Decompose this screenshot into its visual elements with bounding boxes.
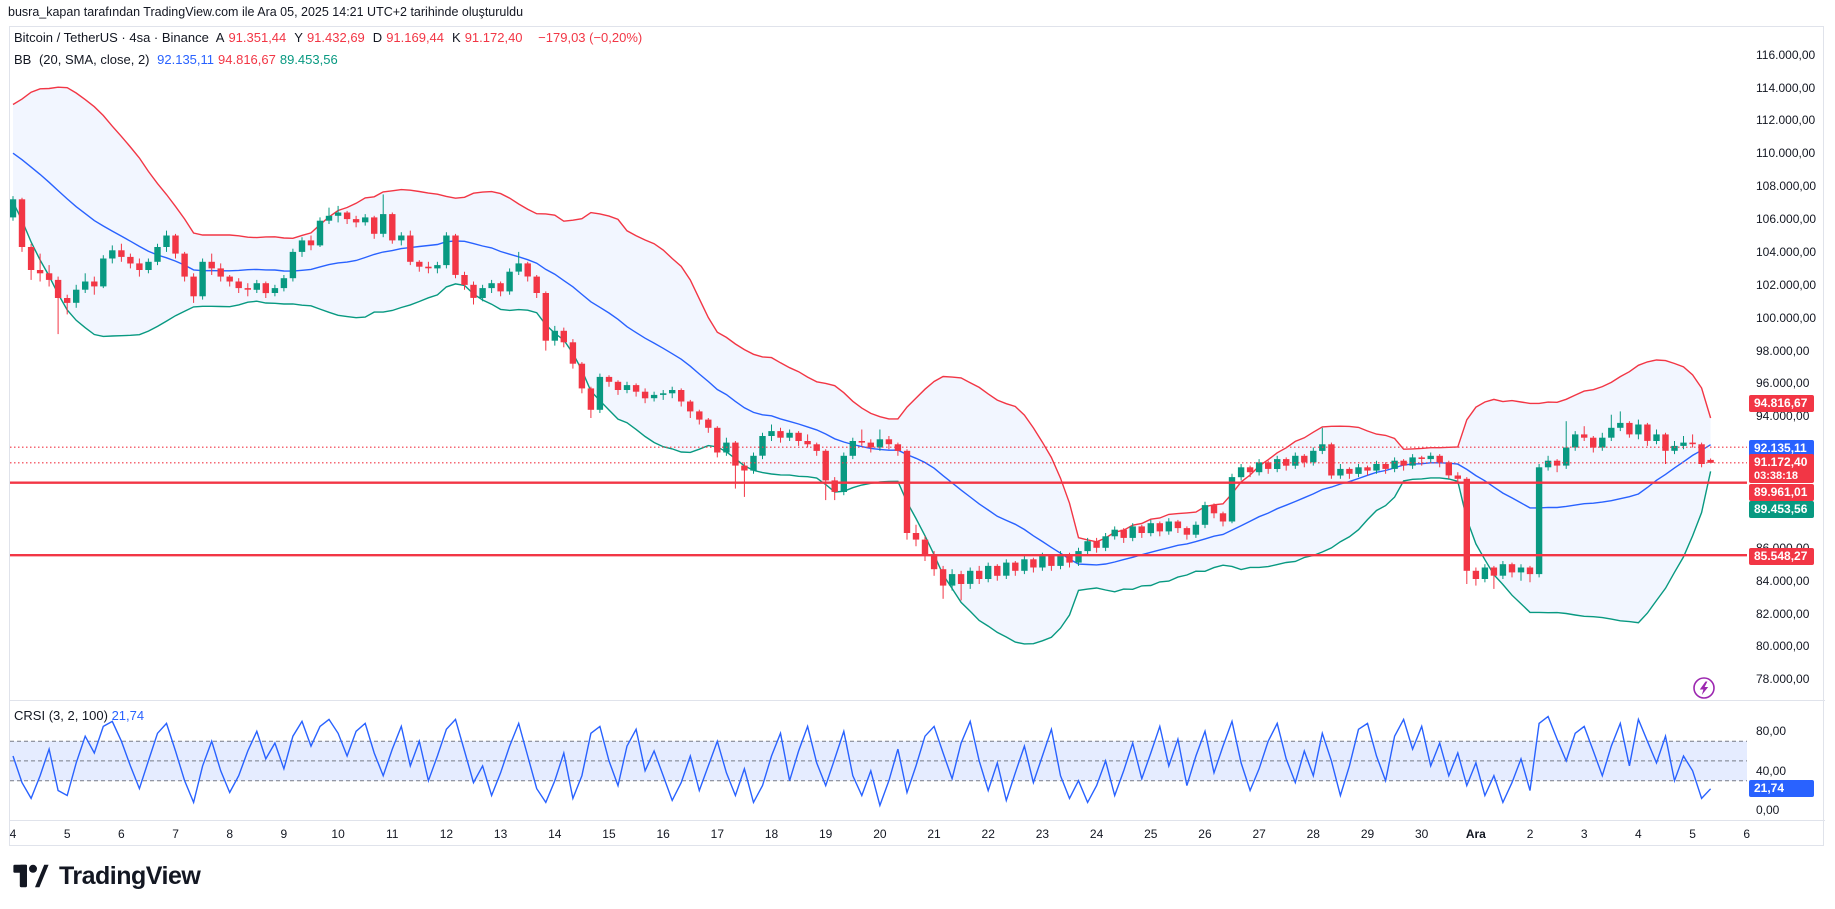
price-tick: 110.000,00 xyxy=(1756,146,1816,161)
price-tick: 94.000,00 xyxy=(1756,409,1810,424)
time-tick: 5 xyxy=(63,827,71,841)
time-tick: 3 xyxy=(1580,827,1588,841)
ohlc-item: K 91.172,40 xyxy=(452,30,523,45)
time-tick: 23 xyxy=(1035,827,1050,841)
crsi-tick: 40,00 xyxy=(1756,763,1787,778)
time-tick: 4 xyxy=(9,827,17,841)
ohlc-item: D 91.169,44 xyxy=(372,30,445,45)
time-tick: 15 xyxy=(602,827,616,841)
price-tick: 80.000,00 xyxy=(1756,639,1810,654)
price-badge[interactable]: 89.961,01 xyxy=(1749,483,1814,501)
time-tick: 13 xyxy=(493,827,508,841)
symbol-legend[interactable]: Bitcoin / TetherUS · 4sa · Binance A 91.3… xyxy=(14,30,646,45)
pane-separator[interactable] xyxy=(9,700,1825,701)
crsi-tick: 0,00 xyxy=(1756,803,1780,818)
price-tick: 116.000,00 xyxy=(1756,47,1816,62)
ohlc-item: A 91.351,44 xyxy=(215,30,287,45)
change-value: −179,03 (−0,20%) xyxy=(538,30,643,45)
bb-params: (20, SMA, close, 2) xyxy=(38,52,150,67)
time-tick: 20 xyxy=(873,827,887,841)
price-tick: 108.000,00 xyxy=(1756,179,1817,194)
time-tick: 2 xyxy=(1526,827,1534,841)
bb-value: 92.135,11 xyxy=(157,52,215,67)
bb-value: 89.453,56 xyxy=(279,52,338,67)
price-tick: 100.000,00 xyxy=(1756,310,1817,325)
time-tick: 6 xyxy=(118,827,125,841)
time-tick: 11 xyxy=(386,827,399,841)
crsi-value: 21,74 xyxy=(111,708,145,723)
time-tick: 8 xyxy=(226,827,234,841)
time-tick: 10 xyxy=(331,827,345,841)
time-tick: 24 xyxy=(1089,827,1104,841)
crsi-legend[interactable]: CRSI (3, 2, 100) 21,74 xyxy=(14,708,144,723)
time-tick: 30 xyxy=(1414,827,1429,841)
time-axis-separator xyxy=(9,820,1825,821)
ohlc-values: A 91.351,44 Y 91.432,69 D 91.169,44 K 91.172,40 xyxy=(216,30,531,45)
time-tick: 16 xyxy=(656,827,670,841)
price-tick: 104.000,00 xyxy=(1756,244,1817,259)
time-tick: 21 xyxy=(927,827,941,841)
time-tick: 6 xyxy=(1743,827,1751,841)
price-tick: 106.000,00 xyxy=(1756,212,1817,227)
crsi-params: (3, 2, 100) xyxy=(48,708,108,723)
time-tick: 29 xyxy=(1360,827,1375,841)
price-badge[interactable]: 94.816,67 xyxy=(1749,394,1814,412)
crsi-tick: 80,00 xyxy=(1756,724,1787,739)
price-tick: 114.000,00 xyxy=(1756,80,1816,95)
price-tick: 98.000,00 xyxy=(1756,343,1810,358)
time-tick: 17 xyxy=(710,827,724,841)
time-tick: 26 xyxy=(1198,827,1212,841)
time-tick: 28 xyxy=(1306,827,1320,841)
price-tick: 82.000,00 xyxy=(1756,606,1810,621)
time-tick: 14 xyxy=(548,827,562,841)
time-tick: 7 xyxy=(172,827,179,841)
bb-legend[interactable]: BB (20, SMA, close, 2) 92.135,11 94.816,6… xyxy=(14,52,346,67)
attribution-text: busra_kapan tarafından TradingView.com i… xyxy=(8,5,524,19)
time-tick: 5 xyxy=(1689,827,1696,841)
time-tick: 22 xyxy=(981,827,995,841)
time-tick: 27 xyxy=(1252,827,1266,841)
time-tick: 12 xyxy=(439,827,454,841)
price-tick: 78.000,00 xyxy=(1756,672,1810,687)
bb-value: 94.816,67 xyxy=(218,52,276,67)
symbol-title[interactable]: Bitcoin / TetherUS · 4sa · Binance xyxy=(14,30,209,45)
time-tick: 19 xyxy=(819,827,833,841)
time-tick: Ara xyxy=(1465,827,1486,841)
price-badge[interactable]: 92.135,11 xyxy=(1749,439,1814,457)
crsi-badge[interactable]: 21,74 xyxy=(1749,780,1814,798)
tradingview-logo-text: TradingView xyxy=(59,861,201,890)
price-tick: 102.000,00 xyxy=(1756,277,1817,292)
price-badge[interactable]: 85.548,27 xyxy=(1749,547,1814,565)
ohlc-item: Y 91.432,69 xyxy=(294,30,365,45)
bb-name[interactable]: BB xyxy=(14,52,32,67)
price-badge[interactable]: 91.172,40 03:38:18 xyxy=(1749,453,1814,483)
time-tick: 9 xyxy=(280,827,288,841)
time-tick: 18 xyxy=(764,827,779,841)
bb-values: 92.135,11 94.816,67 89.453,56 xyxy=(157,52,342,67)
time-tick: 25 xyxy=(1144,827,1158,841)
price-badge[interactable]: 89.453,56 xyxy=(1749,500,1814,518)
price-tick: 84.000,00 xyxy=(1756,573,1810,588)
price-tick: 112.000,00 xyxy=(1756,113,1816,128)
boost-icon[interactable] xyxy=(1693,677,1715,699)
crsi-name[interactable]: CRSI xyxy=(14,708,46,723)
tradingview-logo[interactable]: TradingView xyxy=(13,860,201,892)
time-tick: 4 xyxy=(1635,827,1642,841)
tradingview-logo-mark xyxy=(13,864,49,888)
price-tick: 96.000,00 xyxy=(1756,376,1810,391)
